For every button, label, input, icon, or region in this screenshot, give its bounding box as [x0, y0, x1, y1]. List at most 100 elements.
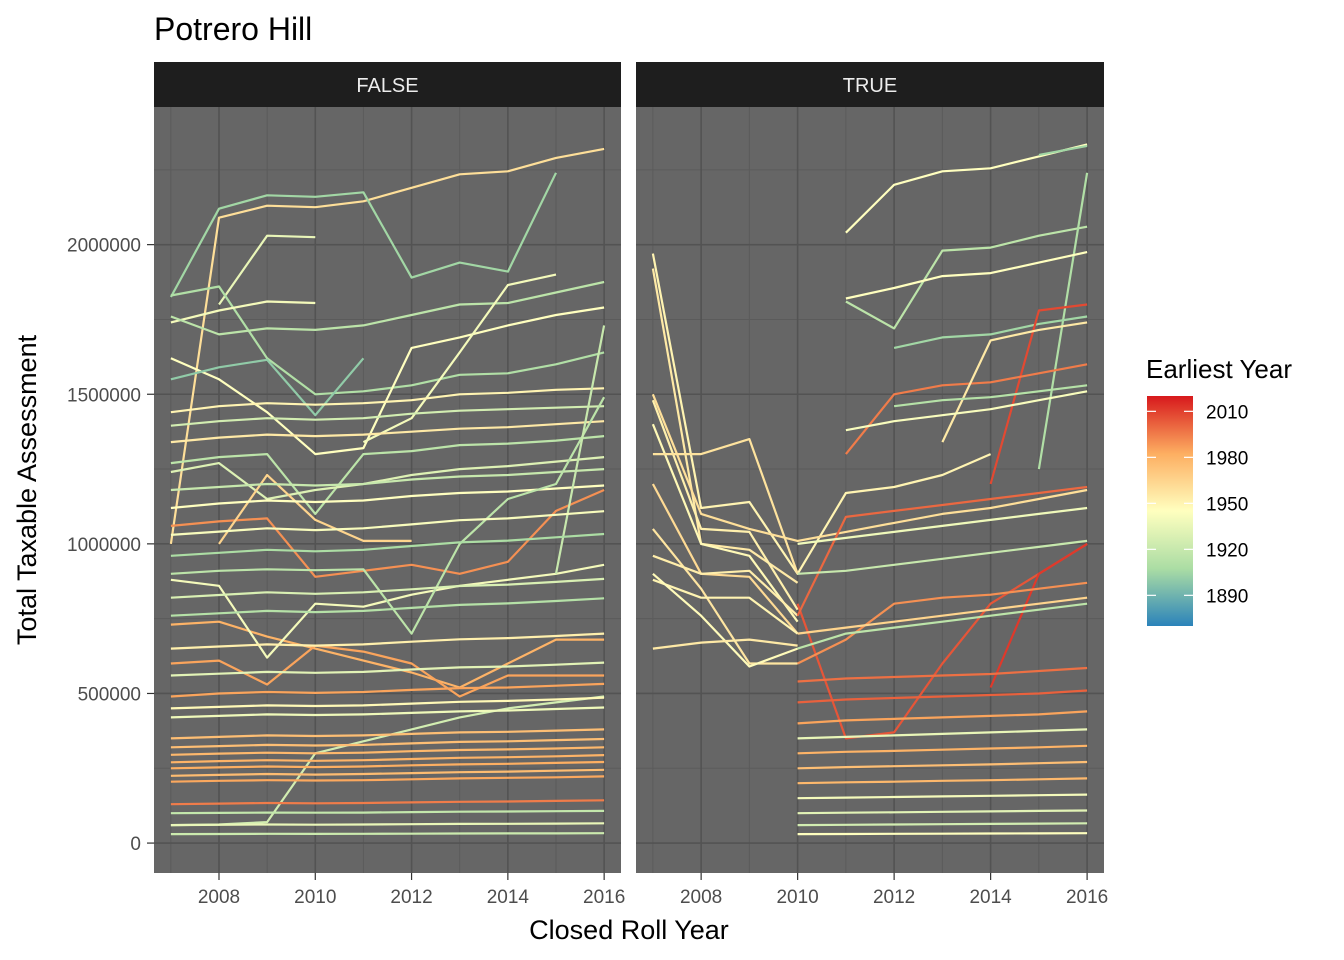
series-line	[941, 321, 1088, 443]
series-line	[170, 532, 605, 557]
legend-ticks: 2010 1980 1950 1920 1890	[1147, 402, 1248, 607]
series-line	[797, 728, 1088, 740]
series-line	[652, 528, 798, 665]
strip-label-false: FALSE	[356, 75, 418, 97]
y-tick-label: 2000000	[67, 236, 141, 257]
series-line	[170, 775, 605, 783]
series-line	[170, 682, 605, 698]
series-line	[652, 438, 799, 575]
series-line	[170, 285, 605, 396]
series-line	[170, 280, 605, 336]
gridlines-true	[636, 107, 1104, 873]
series-line	[797, 539, 1088, 575]
series-line	[170, 306, 605, 456]
x-tick-label: 2012	[390, 887, 432, 908]
facet-false: FALSE	[154, 62, 621, 873]
y-tick-label: 0	[130, 834, 141, 855]
series-line	[170, 754, 605, 764]
series-line	[652, 554, 799, 617]
series-line	[651, 399, 799, 611]
x-axis-true: 2008 2010 2012 2014 2016	[680, 873, 1108, 908]
series-line	[170, 510, 605, 536]
legend-tick-label: 1890	[1206, 586, 1248, 607]
series-line	[845, 251, 1088, 300]
strip-true	[636, 62, 1104, 107]
x-tick-label: 2010	[294, 887, 336, 908]
series-line	[797, 744, 1088, 755]
series-line	[797, 689, 1088, 704]
series-line	[651, 423, 799, 623]
series-line	[170, 760, 605, 770]
strip-label-true: TRUE	[843, 75, 897, 97]
y-axis-title: Total Taxable Assessment	[12, 334, 42, 645]
series-line	[797, 793, 1088, 800]
series-line	[170, 620, 605, 689]
series-lines-true	[651, 143, 1089, 836]
legend-title: Earliest Year	[1146, 354, 1292, 384]
series-line	[170, 456, 605, 501]
series-line	[652, 578, 799, 635]
series-line	[797, 832, 1088, 836]
series-line	[651, 393, 1088, 543]
x-tick-label: 2014	[969, 887, 1012, 908]
series-line	[170, 300, 316, 324]
x-tick-label: 2016	[583, 887, 625, 908]
series-line	[845, 225, 1088, 330]
series-line	[651, 483, 799, 635]
chart-title: Potrero Hill	[154, 11, 312, 47]
series-line	[797, 581, 1088, 665]
series-line	[170, 661, 605, 677]
series-line	[554, 325, 606, 575]
series-line	[796, 485, 1088, 617]
x-tick-label: 2012	[873, 887, 915, 908]
series-line	[797, 666, 1088, 683]
series-line	[893, 315, 1088, 349]
x-tick-label: 2014	[487, 887, 530, 908]
series-line	[651, 268, 799, 584]
series-line	[170, 799, 605, 806]
series-line	[797, 602, 1088, 650]
series-line	[893, 384, 1088, 408]
y-tick-label: 1500000	[67, 385, 141, 406]
series-line	[797, 710, 1088, 725]
series-line	[797, 809, 1088, 815]
series-line	[170, 728, 605, 740]
x-axis-title: Closed Roll Year	[529, 915, 729, 945]
legend-tick-label: 1920	[1206, 540, 1248, 561]
series-line	[170, 577, 605, 599]
series-line	[170, 809, 605, 815]
x-tick-label: 2016	[1066, 887, 1108, 908]
series-line	[218, 473, 412, 545]
series-line	[651, 253, 992, 575]
series-line	[170, 484, 605, 510]
y-tick-label: 500000	[78, 684, 141, 705]
legend-tick-label: 1980	[1206, 448, 1248, 469]
series-line	[170, 405, 605, 427]
series-line	[170, 396, 606, 635]
series-line	[170, 435, 605, 516]
series-line	[797, 777, 1088, 785]
series-line	[170, 632, 605, 650]
series-lines-false	[169, 147, 606, 836]
panel-background-false	[154, 107, 621, 873]
y-tick-label: 1000000	[67, 535, 141, 556]
series-line	[170, 420, 605, 444]
facet-true: TRUE	[636, 62, 1104, 873]
series-line	[845, 390, 1088, 432]
y-axis: 0 500000 1000000 1500000 2000000	[67, 236, 154, 855]
series-line	[797, 760, 1088, 770]
series-line	[170, 468, 605, 492]
series-line	[170, 832, 605, 836]
series-line	[170, 737, 605, 749]
series-line	[170, 706, 605, 719]
series-line	[170, 488, 605, 578]
series-line	[170, 357, 365, 417]
legend-tick-label: 1950	[1206, 494, 1248, 515]
series-line	[170, 597, 605, 617]
series-line	[845, 363, 1088, 455]
series-line	[989, 303, 1088, 485]
series-line	[989, 542, 1088, 688]
series-line	[797, 822, 1088, 827]
series-line	[362, 273, 557, 444]
